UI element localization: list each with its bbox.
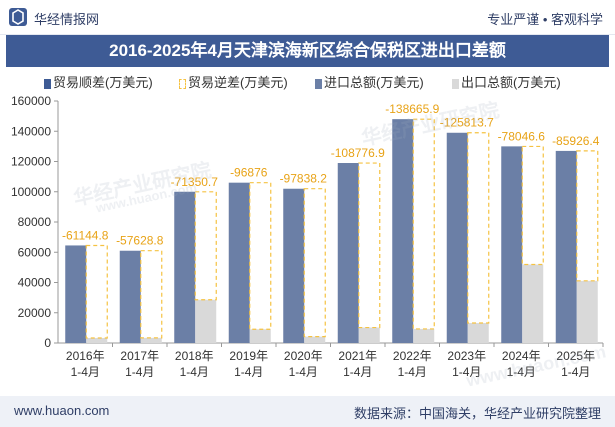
- bar-export: [304, 336, 326, 343]
- legend-label-surplus: 贸易顺差(万美元): [53, 75, 153, 90]
- bar-export: [522, 264, 544, 343]
- bar-import: [228, 182, 250, 343]
- tagline: 专业严谨 • 客观科学: [487, 12, 603, 27]
- data-label-deficit: -85926.4: [552, 134, 600, 148]
- bar-import: [174, 191, 196, 343]
- y-tick-label: 20000: [18, 306, 52, 320]
- data-label-deficit: -108776.9: [331, 146, 385, 160]
- bar-import: [555, 150, 577, 343]
- bar-import: [392, 119, 414, 344]
- x-tick-label: 1-4月: [234, 365, 263, 379]
- x-tick-label: 2023年: [447, 349, 486, 363]
- x-tick-label: 1-4月: [71, 365, 100, 379]
- bar-export: [140, 337, 162, 343]
- x-tick-label: 2020年: [284, 349, 323, 363]
- data-label-deficit: -71350.7: [171, 175, 219, 189]
- data-label-deficit: -61144.8: [62, 229, 109, 243]
- x-tick-label: 1-4月: [452, 365, 481, 379]
- x-tick-label: 2016年: [66, 349, 105, 363]
- x-tick-label: 2018年: [175, 349, 214, 363]
- bar-deficit-outline: [85, 244, 108, 339]
- bar-import: [119, 250, 141, 343]
- bar-export: [467, 323, 489, 343]
- data-label-deficit: -78046.6: [498, 129, 546, 143]
- bar-deficit-outline: [249, 182, 272, 330]
- x-tick-label: 1-4月: [398, 365, 427, 379]
- y-tick-label: 120000: [11, 155, 51, 169]
- bar-deficit-outline: [412, 118, 435, 330]
- bar-export: [86, 338, 108, 343]
- bar-import: [446, 132, 468, 343]
- bar-export: [576, 280, 598, 343]
- y-tick-label: 60000: [18, 245, 52, 259]
- x-tick-label: 2024年: [502, 349, 541, 363]
- legend-swatch-export: [452, 79, 459, 89]
- x-tick-label: 1-4月: [507, 365, 536, 379]
- y-tick-label: 0: [44, 336, 51, 350]
- chart-title: 2016-2025年4月天津滨海新区综合保税区进出口差额: [109, 41, 506, 60]
- bar-import: [65, 245, 87, 343]
- bar-deficit-outline: [140, 250, 163, 339]
- footer-url[interactable]: www.huaon.com: [14, 403, 110, 418]
- bar-export: [249, 329, 271, 343]
- bar-import: [283, 188, 305, 343]
- data-label-deficit: -96876: [230, 166, 268, 180]
- top-bar: 华经情报网 专业严谨 • 客观科学: [0, 0, 615, 35]
- x-tick-label: 1-4月: [289, 365, 318, 379]
- legend-swatch-deficit: [179, 79, 186, 89]
- x-tick-label: 1-4月: [561, 365, 590, 379]
- y-tick-label: 80000: [18, 215, 52, 229]
- footer: www.huaon.com 数据来源：中国海关，华经产业研究院整理: [0, 396, 615, 427]
- legend-label-import: 进口总额(万美元): [324, 75, 424, 90]
- y-tick-label: 100000: [11, 185, 51, 199]
- bar-export: [413, 328, 435, 343]
- y-tick-label: 40000: [18, 276, 52, 290]
- x-tick-label: 1-4月: [343, 365, 372, 379]
- x-tick-label: 2019年: [229, 349, 268, 363]
- logo-icon: [9, 8, 27, 26]
- legend-label-export: 出口总额(万美元): [461, 75, 561, 90]
- legend-swatch-surplus: [44, 79, 51, 89]
- legend-label-deficit: 贸易逆差(万美元): [188, 75, 288, 90]
- data-label-deficit: -125813.7: [440, 116, 494, 130]
- bar-deficit-outline: [194, 191, 217, 301]
- y-tick-label: 140000: [11, 124, 51, 138]
- data-label-deficit: -138665.9: [385, 102, 439, 116]
- bar-deficit-outline: [576, 150, 599, 282]
- bar-deficit-outline: [303, 188, 326, 338]
- data-label-deficit: -97838.2: [280, 172, 328, 186]
- x-tick-label: 2022年: [393, 349, 432, 363]
- data-label-deficit: -57628.8: [116, 234, 164, 248]
- bar-import: [501, 146, 523, 343]
- bar-deficit-outline: [521, 145, 544, 266]
- brand-name: 华经情报网: [34, 12, 100, 27]
- chart-legend: 贸易顺差(万美元) 贸易逆差(万美元) 进口总额(万美元) 出口总额(万美元): [0, 73, 615, 93]
- x-tick-label: 1-4月: [180, 365, 209, 379]
- bar-import: [337, 163, 359, 343]
- bar-deficit-outline: [358, 162, 381, 329]
- title-bar: 2016-2025年4月天津滨海新区综合保税区进出口差额: [6, 35, 609, 67]
- bar-export: [195, 299, 217, 343]
- y-tick-label: 160000: [11, 94, 51, 108]
- x-tick-label: 1-4月: [125, 365, 154, 379]
- footer-source: 数据来源：中国海关，华经产业研究院整理: [353, 406, 601, 421]
- x-tick-label: 2017年: [120, 349, 159, 363]
- x-tick-label: 2021年: [338, 349, 377, 363]
- x-tick-label: 2025年: [556, 349, 595, 363]
- legend-swatch-import: [315, 79, 322, 89]
- bar-deficit-outline: [467, 132, 490, 324]
- bar-export: [358, 327, 380, 343]
